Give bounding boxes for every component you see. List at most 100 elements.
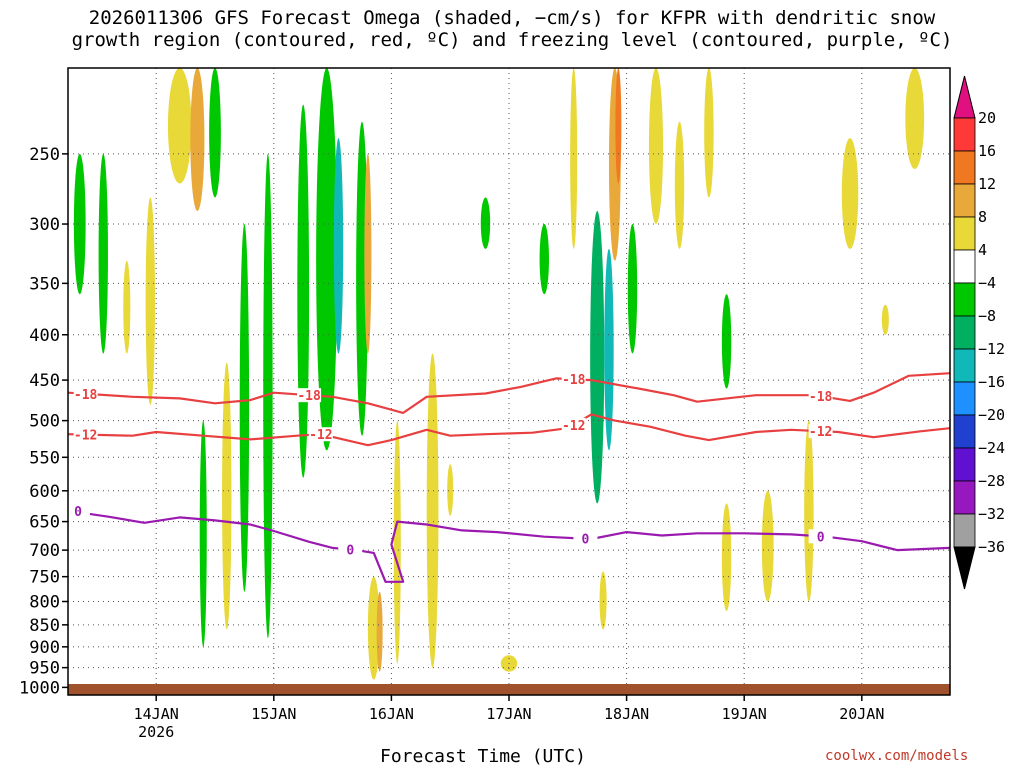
y-tick-label: 950 — [29, 659, 60, 679]
omega-region — [73, 153, 86, 295]
omega-region — [426, 353, 439, 668]
colorbar-label: −28 — [978, 472, 1005, 490]
omega-region — [316, 68, 338, 451]
colorbar-segment — [953, 150, 976, 185]
omega-region — [539, 224, 549, 295]
colorbar-label: −16 — [978, 373, 1005, 391]
x-tick-label: 17JAN — [486, 705, 531, 723]
y-tick-label: 250 — [29, 145, 60, 165]
contour-label: -12 — [309, 428, 332, 443]
omega-region — [881, 304, 889, 335]
contour-label: -12 — [809, 425, 832, 440]
contour-label: -18 — [74, 388, 98, 403]
x-tick-label: 20JAN — [839, 705, 884, 723]
y-tick-label: 400 — [29, 326, 60, 346]
y-tick-label: 300 — [29, 215, 60, 235]
colorbar-segment — [953, 348, 976, 383]
chart-title-line-1: 2026011306 GFS Forecast Omega (shaded, −… — [88, 7, 936, 29]
x-axis: 14JAN 15JAN 16JAN 17JAN 18JAN 19JAN 20JAN 2026 — [134, 695, 884, 741]
colorbar: 20 16 12 8 4 −4 −8 −12 −16 −20 −24 −28 −32 −36 — [953, 75, 1005, 590]
contour-label: 0 — [582, 533, 590, 548]
omega-region — [627, 224, 638, 354]
omega-region — [648, 68, 664, 225]
colorbar-segment — [953, 117, 976, 152]
colorbar-label: 4 — [978, 241, 987, 259]
y-tick-label: 500 — [29, 412, 60, 432]
y-tick-label: 850 — [29, 616, 60, 636]
omega-region — [905, 68, 925, 169]
contour-freezing_0 — [68, 509, 950, 583]
colorbar-segment — [953, 315, 976, 350]
omega-region — [199, 420, 207, 647]
omega-region — [333, 138, 344, 354]
omega-region — [721, 294, 732, 389]
omega-region — [209, 68, 221, 198]
contour-label-bg — [561, 372, 586, 387]
y-tick-label: 600 — [29, 482, 60, 502]
contour-label: 0 — [817, 530, 825, 545]
omega-region — [263, 153, 273, 639]
omega-region — [145, 197, 156, 405]
colorbar-label: −24 — [978, 439, 1005, 457]
omega-region — [376, 591, 383, 672]
y-tick-label: 650 — [29, 513, 60, 533]
contour-label: -18 — [562, 373, 586, 388]
omega-region — [804, 420, 814, 602]
colorbar-label: 12 — [978, 175, 996, 193]
colorbar-label: −8 — [978, 307, 996, 325]
omega-region — [480, 197, 491, 249]
contour-label-bg — [808, 389, 833, 404]
colorbar-segment — [953, 216, 976, 251]
colorbar-segment — [953, 282, 976, 317]
contour-label-bg — [808, 529, 833, 544]
omega-region — [447, 464, 454, 516]
omega-region — [599, 571, 607, 630]
omega-region — [604, 248, 614, 451]
y-tick-label: 550 — [29, 448, 60, 468]
x-tick-label: 14JAN — [134, 705, 179, 723]
y-tick-label: 1000 — [19, 678, 60, 698]
contour-lines: -18 -18 -18 -18 -12 -12 -12 -12 0 0 0 0 — [68, 372, 950, 583]
colorbar-label: 20 — [978, 109, 996, 127]
omega-region — [297, 104, 310, 478]
omega-region — [367, 576, 380, 680]
x-tick-label: 18JAN — [604, 705, 649, 723]
omega-region — [167, 68, 192, 184]
colorbar-segment — [953, 414, 976, 449]
omega-region — [239, 224, 250, 592]
omega-region — [590, 210, 605, 504]
colorbar-segment — [953, 480, 976, 515]
contour-label: 0 — [346, 544, 354, 559]
colorbar-label: −12 — [978, 340, 1005, 358]
contour-label-bg — [808, 424, 833, 439]
ground-surface — [68, 684, 950, 695]
colorbar-segment — [953, 249, 976, 284]
omega-region — [841, 138, 859, 249]
omega-region — [570, 68, 578, 249]
y-tick-label: 800 — [29, 593, 60, 613]
grid-lines — [68, 68, 950, 695]
omega-region — [393, 420, 401, 664]
contour-label-bg — [338, 542, 363, 557]
colorbar-label: −4 — [978, 274, 996, 292]
omega-region — [761, 490, 774, 602]
omega-region — [98, 153, 108, 354]
contour-label-bg — [561, 417, 586, 432]
colorbar-label: −20 — [978, 406, 1005, 424]
contour-label: -12 — [562, 419, 585, 434]
colorbar-label: 16 — [978, 142, 996, 160]
y-tick-label: 350 — [29, 274, 60, 294]
colorbar-label: −36 — [978, 538, 1005, 556]
omega-region — [222, 362, 232, 630]
colorbar-arrow-top — [953, 75, 976, 119]
x-axis-title: Forecast Time (UTC) — [380, 746, 586, 767]
contour-label-bg — [308, 427, 333, 442]
contour-label-bg — [73, 427, 98, 442]
contour-label-bg — [297, 388, 322, 403]
y-tick-label: 450 — [29, 371, 60, 391]
omega-region — [190, 68, 205, 211]
contour-label: 0 — [74, 505, 82, 520]
y-tick-label: 750 — [29, 568, 60, 588]
contour-label: -18 — [297, 389, 321, 404]
y-tick-label: 700 — [29, 541, 60, 561]
